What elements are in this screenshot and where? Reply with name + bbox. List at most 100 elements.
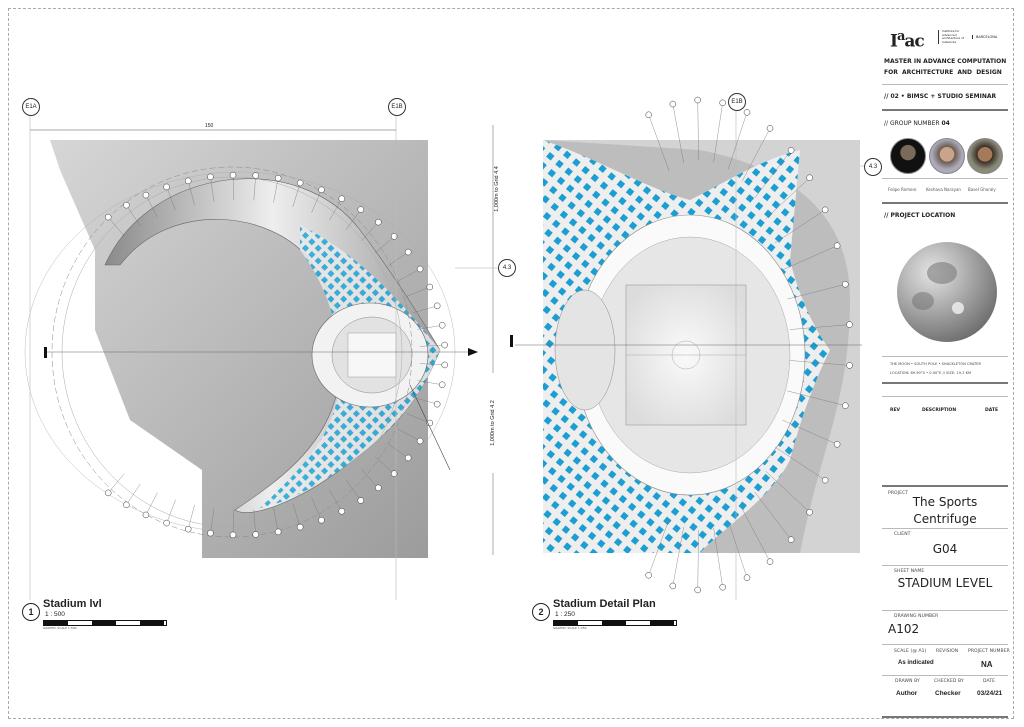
callout-tag	[318, 186, 325, 194]
callout-tag	[645, 111, 652, 119]
member-name: Basel Ghoraly	[968, 187, 996, 192]
leader-line	[782, 245, 838, 271]
leader-line	[126, 205, 141, 227]
leader-line	[108, 473, 125, 494]
group-value: 04	[941, 120, 950, 127]
view-scale-1: 1 : 500	[45, 611, 65, 618]
callout-tag	[433, 302, 441, 310]
callout-tag	[719, 583, 726, 591]
callout-tag	[669, 582, 677, 590]
callout-tag	[743, 109, 751, 116]
avatar-basel	[967, 138, 1003, 174]
leader-line	[787, 284, 846, 300]
leader-line	[126, 483, 141, 505]
callout-tag	[821, 206, 829, 214]
date-header: DATE	[985, 408, 999, 413]
leader-line	[166, 186, 176, 211]
drawing-number-value: A102	[888, 622, 920, 636]
leader-line	[728, 520, 748, 578]
leader-line	[311, 497, 322, 521]
checked-by-value: Checker	[935, 690, 961, 697]
leader-line	[145, 194, 158, 218]
callout-tag	[426, 283, 434, 291]
callout-tag	[184, 177, 192, 185]
callout-tag	[806, 508, 813, 516]
scale-bar-2	[553, 620, 677, 626]
stadium-level-plan	[24, 114, 478, 600]
callout-tag	[375, 484, 382, 492]
iaac-logo: Iaac	[890, 29, 925, 52]
member-name: Keshava Narayan	[926, 187, 961, 192]
leader-line	[253, 175, 256, 201]
callout-tag	[163, 519, 170, 527]
leader-line	[713, 527, 723, 588]
leader-line	[292, 503, 301, 528]
leader-line	[774, 446, 826, 481]
callout-tag	[787, 147, 795, 154]
member-name: Felipe Romero	[888, 187, 917, 192]
callout-tag	[207, 529, 214, 537]
callout-tag	[142, 191, 150, 199]
client-value: G04	[932, 542, 958, 556]
program-line-2: FOR ARCHITECTURE AND DESIGN	[884, 69, 1002, 76]
callout-tag	[416, 437, 424, 445]
leader-line	[375, 456, 395, 474]
scale-bar-1	[43, 620, 167, 626]
callout-tag	[318, 516, 325, 524]
leader-line	[741, 508, 771, 562]
revision-label: REVISION	[936, 649, 959, 654]
scale-label: SCALE (@ A1)	[894, 649, 927, 654]
leader-line	[413, 305, 438, 313]
location-line-1: THE MOON • SOUTH POLE • SHACKLETON CRATE…	[890, 362, 981, 366]
callout-tag	[404, 454, 412, 462]
dimension-to-grid-4-4: 1,000m to Grid 4.4	[494, 139, 500, 239]
leader-line	[387, 443, 409, 459]
section-marker	[44, 347, 47, 358]
seminar-label: // 02 • BIMSC + STUDIO SEMINAR	[884, 93, 997, 100]
leader-line	[361, 469, 379, 488]
callout-tag	[184, 525, 192, 533]
leader-line	[292, 182, 301, 207]
callout-tag	[743, 574, 751, 581]
callout-tag	[207, 173, 214, 181]
leader-line	[273, 507, 279, 532]
leader-line	[787, 390, 846, 406]
callout-tag	[163, 183, 170, 191]
drawing-number-label: DRAWING NUMBER	[894, 614, 939, 619]
leader-line	[406, 286, 430, 297]
playing-field	[347, 332, 397, 378]
callout-tag	[441, 341, 448, 349]
project-name: The Sports Centrifuge	[882, 494, 1008, 528]
leader-line	[765, 177, 810, 219]
leader-line	[398, 428, 421, 442]
callout-tag	[766, 558, 774, 565]
callout-tag	[821, 476, 829, 484]
leader-line	[387, 251, 409, 267]
sheet-name-value: STADIUM LEVEL	[897, 576, 993, 590]
callout-tag	[441, 361, 448, 369]
grid-bubble-e1b-detail: E1B	[728, 93, 746, 111]
leader-line	[232, 175, 235, 201]
leader-line	[754, 150, 792, 199]
leader-line	[648, 114, 670, 172]
callout-tag	[438, 322, 446, 329]
scale-value: As indicated	[898, 660, 934, 666]
scale-caption-1: GRAPHIC SCALE 1:500	[43, 626, 77, 630]
grid-bubble-4-3: 4.3	[498, 259, 516, 277]
dimension-to-grid-4-2: 1,000m to Grid 4.2	[490, 373, 496, 473]
callout-tag	[338, 508, 345, 515]
callout-tag	[438, 381, 446, 388]
callout-tag	[787, 536, 795, 543]
callout-tag	[229, 531, 237, 539]
description-header: DESCRIPTION	[922, 408, 957, 413]
callout-tag	[719, 99, 726, 107]
leader-line	[789, 360, 850, 366]
stadium-detail-plan	[510, 96, 865, 600]
moon-image	[897, 242, 997, 342]
callout-tag	[846, 321, 853, 328]
callout-tag	[645, 571, 652, 579]
leader-line	[728, 112, 748, 170]
leader-line	[419, 363, 445, 366]
logo-city: BARCELONA	[972, 35, 997, 39]
leader-line	[789, 324, 850, 330]
